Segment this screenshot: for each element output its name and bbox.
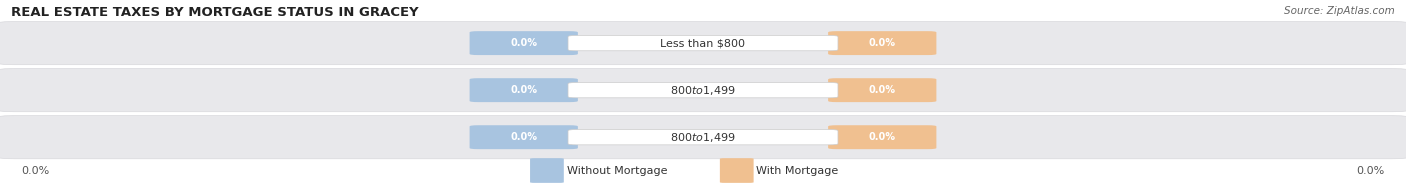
Text: Less than $800: Less than $800 bbox=[661, 38, 745, 48]
Text: 0.0%: 0.0% bbox=[510, 132, 537, 142]
Text: 0.0%: 0.0% bbox=[869, 85, 896, 95]
FancyBboxPatch shape bbox=[828, 78, 936, 102]
Text: 0.0%: 0.0% bbox=[510, 85, 537, 95]
FancyBboxPatch shape bbox=[720, 158, 754, 183]
Text: With Mortgage: With Mortgage bbox=[756, 165, 838, 176]
FancyBboxPatch shape bbox=[0, 22, 1406, 65]
Text: 0.0%: 0.0% bbox=[510, 38, 537, 48]
FancyBboxPatch shape bbox=[0, 69, 1406, 112]
FancyBboxPatch shape bbox=[470, 31, 578, 55]
Text: 0.0%: 0.0% bbox=[1357, 165, 1385, 176]
Text: Source: ZipAtlas.com: Source: ZipAtlas.com bbox=[1284, 6, 1395, 16]
FancyBboxPatch shape bbox=[568, 130, 838, 145]
Text: $800 to $1,499: $800 to $1,499 bbox=[671, 131, 735, 144]
Text: 0.0%: 0.0% bbox=[21, 165, 49, 176]
FancyBboxPatch shape bbox=[0, 116, 1406, 159]
FancyBboxPatch shape bbox=[470, 78, 578, 102]
Text: $800 to $1,499: $800 to $1,499 bbox=[671, 84, 735, 97]
Text: Without Mortgage: Without Mortgage bbox=[567, 165, 666, 176]
FancyBboxPatch shape bbox=[828, 125, 936, 149]
FancyBboxPatch shape bbox=[568, 83, 838, 98]
FancyBboxPatch shape bbox=[470, 125, 578, 149]
Text: 0.0%: 0.0% bbox=[869, 38, 896, 48]
Text: REAL ESTATE TAXES BY MORTGAGE STATUS IN GRACEY: REAL ESTATE TAXES BY MORTGAGE STATUS IN … bbox=[11, 6, 419, 19]
FancyBboxPatch shape bbox=[530, 158, 564, 183]
FancyBboxPatch shape bbox=[568, 35, 838, 51]
Text: 0.0%: 0.0% bbox=[869, 132, 896, 142]
FancyBboxPatch shape bbox=[828, 31, 936, 55]
